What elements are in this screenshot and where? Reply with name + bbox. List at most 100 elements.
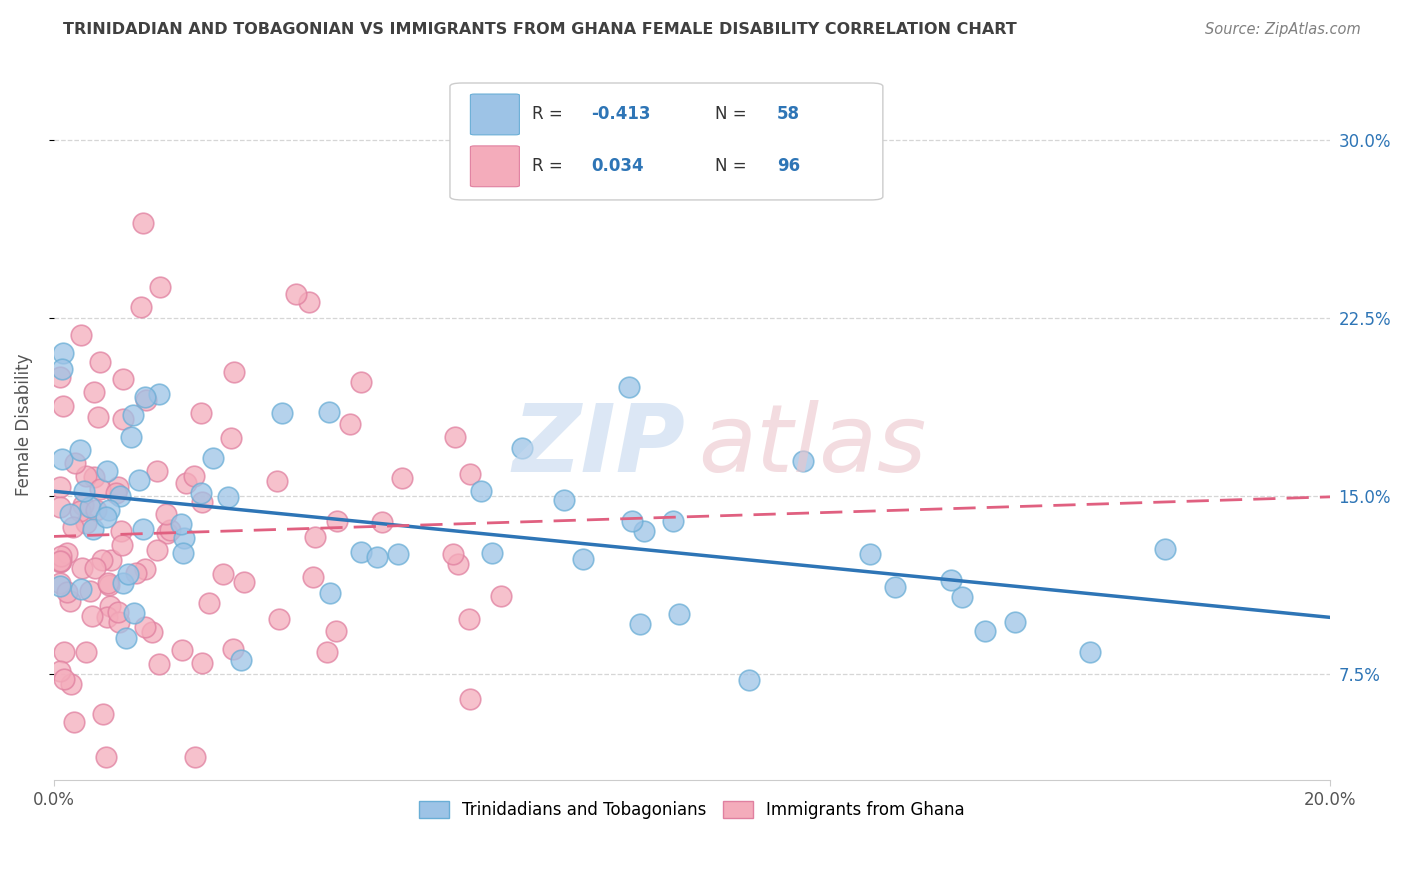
Point <box>75 469 97 483</box>
Point <box>62 520 84 534</box>
Point <box>53 672 76 686</box>
Point <box>115 632 138 646</box>
Point <box>51 361 73 376</box>
Point <box>131 522 153 536</box>
Point <box>481 546 503 560</box>
Point <box>628 617 651 632</box>
Point <box>96 509 118 524</box>
Point <box>83 385 105 400</box>
Point <box>198 596 221 610</box>
Point <box>117 567 139 582</box>
Point <box>87 410 110 425</box>
Point <box>55 585 77 599</box>
Point <box>128 473 150 487</box>
Point <box>82 608 104 623</box>
Point <box>82 523 104 537</box>
Point <box>366 549 388 564</box>
Point <box>620 514 643 528</box>
Point <box>1153 542 1175 557</box>
Point <box>134 390 156 404</box>
Point <box>51 554 73 568</box>
Point <box>553 492 575 507</box>
Point <box>974 624 997 639</box>
Point <box>70 560 93 574</box>
Text: TRINIDADIAN AND TOBAGONIAN VS IMMIGRANTS FROM GHANA FEMALE DISABILITY CORRELATIO: TRINIDADIAN AND TOBAGONIAN VS IMMIGRANTS… <box>63 22 1017 37</box>
Point <box>56 546 79 560</box>
Point <box>100 553 122 567</box>
Point <box>458 692 481 706</box>
Point <box>83 470 105 484</box>
Point <box>84 561 107 575</box>
Point <box>159 523 181 537</box>
Point <box>883 580 905 594</box>
Point <box>470 484 492 499</box>
Point <box>339 417 361 431</box>
Point <box>69 442 91 457</box>
Point <box>222 641 245 656</box>
Point <box>148 387 170 401</box>
Point <box>141 624 163 639</box>
Point <box>266 475 288 489</box>
Point <box>96 464 118 478</box>
Point <box>325 624 347 638</box>
Legend: Trinidadians and Tobagonians, Immigrants from Ghana: Trinidadians and Tobagonians, Immigrants… <box>412 794 972 825</box>
Text: Source: ZipAtlas.com: Source: ZipAtlas.com <box>1205 22 1361 37</box>
Point <box>184 749 207 764</box>
Point <box>75 644 97 658</box>
Point <box>70 327 93 342</box>
Point <box>633 524 655 538</box>
Point <box>52 399 75 413</box>
Point <box>298 295 321 310</box>
Point <box>63 456 86 470</box>
Point <box>110 524 132 538</box>
Point <box>49 555 72 569</box>
Point <box>108 615 131 629</box>
Point <box>737 673 759 687</box>
Point <box>173 531 195 545</box>
Point <box>146 464 169 478</box>
Point <box>129 300 152 314</box>
Point <box>183 468 205 483</box>
Point <box>792 453 814 467</box>
Point <box>267 612 290 626</box>
Point <box>98 599 121 613</box>
Point <box>202 450 225 465</box>
Point <box>1004 615 1026 629</box>
Text: atlas: atlas <box>699 401 927 491</box>
Point <box>111 412 134 426</box>
Point <box>122 408 145 422</box>
Point <box>49 664 72 678</box>
Point <box>59 594 82 608</box>
Point <box>75 516 97 530</box>
Point <box>619 380 641 394</box>
Point <box>441 547 464 561</box>
Point <box>49 553 72 567</box>
Point <box>96 749 118 764</box>
Point <box>122 607 145 621</box>
Point <box>107 605 129 619</box>
Point <box>59 507 82 521</box>
Y-axis label: Female Disability: Female Disability <box>15 353 32 496</box>
Point <box>73 484 96 499</box>
Point <box>104 486 127 500</box>
Point <box>217 490 239 504</box>
Point <box>91 553 114 567</box>
Point <box>49 500 72 514</box>
Point <box>304 530 326 544</box>
Point <box>191 657 214 671</box>
Point <box>371 516 394 530</box>
Point <box>443 430 465 444</box>
Point <box>350 375 373 389</box>
Point <box>229 653 252 667</box>
Point <box>91 706 114 721</box>
Point <box>510 441 533 455</box>
Point <box>62 715 84 730</box>
Point <box>120 430 142 444</box>
Point <box>489 589 512 603</box>
Point <box>96 575 118 590</box>
Point <box>350 545 373 559</box>
Point <box>79 584 101 599</box>
Point <box>53 645 76 659</box>
Point <box>134 562 156 576</box>
Text: ZIP: ZIP <box>513 400 686 491</box>
